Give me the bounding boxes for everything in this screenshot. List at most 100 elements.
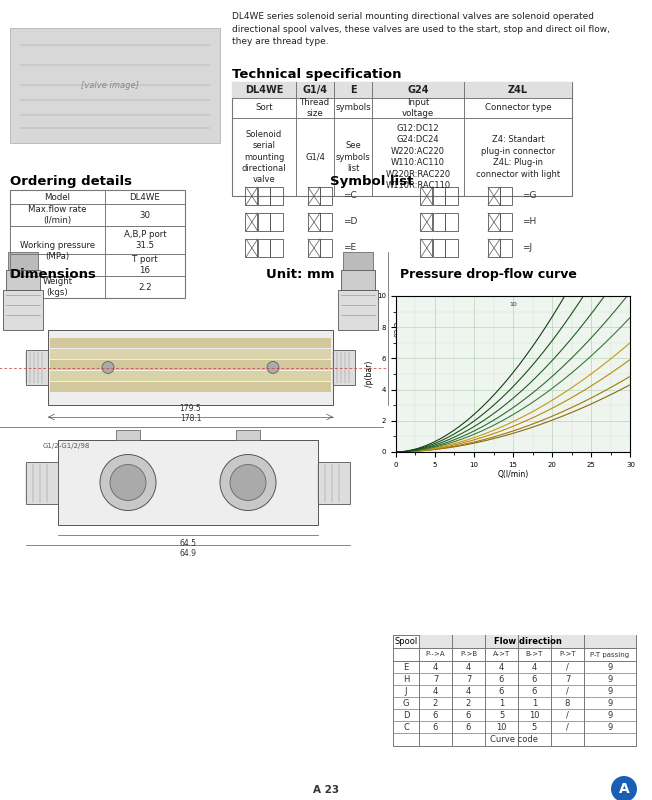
Bar <box>116 430 140 440</box>
Bar <box>308 187 319 205</box>
Text: H: H <box>403 674 409 683</box>
Bar <box>245 239 257 257</box>
Bar <box>419 635 636 648</box>
Bar <box>420 187 432 205</box>
Bar <box>10 226 105 276</box>
Text: 1: 1 <box>499 698 504 707</box>
Bar <box>500 239 512 257</box>
Text: 9: 9 <box>608 710 613 719</box>
Text: symbols: symbols <box>335 103 371 113</box>
Text: Curve code: Curve code <box>490 735 539 744</box>
Text: 2: 2 <box>466 698 471 707</box>
Text: =D: =D <box>343 218 357 226</box>
Text: Working pressure
(MPa): Working pressure (MPa) <box>20 242 95 261</box>
Text: Unit: mm: Unit: mm <box>266 268 334 281</box>
Text: 7: 7 <box>565 674 570 683</box>
Text: =J: =J <box>522 243 532 253</box>
Text: 1: 1 <box>532 698 537 707</box>
Bar <box>320 187 331 205</box>
Text: A: A <box>619 782 629 796</box>
Bar <box>58 440 318 525</box>
Text: Ordering details: Ordering details <box>10 175 132 188</box>
Text: Thread
size: Thread size <box>300 98 330 118</box>
Text: J: J <box>405 686 408 695</box>
Bar <box>271 213 282 231</box>
Bar <box>333 350 355 385</box>
Text: Sort: Sort <box>255 103 273 113</box>
Text: 4: 4 <box>466 662 471 671</box>
Text: 6: 6 <box>433 710 438 719</box>
Text: G1/4: G1/4 <box>305 153 325 162</box>
Bar <box>433 187 445 205</box>
Circle shape <box>220 454 276 510</box>
Text: Spool: Spool <box>394 637 418 646</box>
Text: G1/2-G1/2/98: G1/2-G1/2/98 <box>43 443 91 449</box>
Text: Flow direction: Flow direction <box>494 637 561 646</box>
Text: =G: =G <box>522 191 537 201</box>
Bar <box>271 187 282 205</box>
Text: G12:DC12
G24:DC24
W220:AC220
W110:AC110
W220R:RAC220
W110R:RAC110: G12:DC12 G24:DC24 W220:AC220 W110:AC110 … <box>385 124 451 190</box>
Text: G1/4: G1/4 <box>303 85 327 95</box>
Bar <box>343 252 373 270</box>
Bar <box>10 28 220 143</box>
Text: 30: 30 <box>140 210 151 219</box>
Bar <box>50 360 331 370</box>
Bar <box>26 350 48 385</box>
Text: Z4L: Z4L <box>508 85 528 95</box>
Text: D: D <box>403 710 409 719</box>
Bar <box>308 239 319 257</box>
Circle shape <box>100 454 156 510</box>
Bar <box>50 349 331 359</box>
Text: DL4WE series solenoid serial mounting directional valves are solenoid operated
d: DL4WE series solenoid serial mounting di… <box>232 12 610 46</box>
Text: 10: 10 <box>529 710 540 719</box>
Text: 10: 10 <box>496 722 507 731</box>
Bar <box>500 187 512 205</box>
Text: 2: 2 <box>433 698 438 707</box>
Bar <box>10 190 185 298</box>
Text: 64.5: 64.5 <box>179 539 196 548</box>
Text: =H: =H <box>522 218 536 226</box>
Bar <box>50 338 331 348</box>
Bar <box>258 213 270 231</box>
Text: 5: 5 <box>532 722 537 731</box>
Text: P->T: P->T <box>559 651 576 658</box>
Text: 9: 9 <box>608 674 613 683</box>
Bar <box>6 270 40 290</box>
Bar <box>488 187 499 205</box>
Text: Symbol list: Symbol list <box>330 175 413 188</box>
Bar <box>445 187 458 205</box>
Text: 9: 9 <box>608 722 613 731</box>
Text: 4: 4 <box>433 686 438 695</box>
Bar <box>320 213 331 231</box>
Text: A->T: A->T <box>493 651 510 658</box>
Text: /: / <box>566 686 569 695</box>
Text: 8: 8 <box>565 698 570 707</box>
Text: T port
16: T port 16 <box>132 255 158 275</box>
Bar <box>258 239 270 257</box>
Text: G: G <box>403 698 409 707</box>
Bar <box>3 290 43 330</box>
Bar <box>488 239 499 257</box>
Bar <box>341 270 375 290</box>
Text: G24: G24 <box>408 85 429 95</box>
Text: 6: 6 <box>433 722 438 731</box>
Bar <box>420 213 432 231</box>
Text: See
symbols
list: See symbols list <box>336 141 370 173</box>
Text: 9: 9 <box>608 686 613 695</box>
Bar <box>236 430 260 440</box>
Text: 4: 4 <box>499 662 504 671</box>
Bar <box>420 239 432 257</box>
Text: C: C <box>403 722 409 731</box>
Bar <box>48 330 333 405</box>
Bar <box>433 239 445 257</box>
Circle shape <box>230 465 266 501</box>
Text: 2.2: 2.2 <box>138 282 152 291</box>
Text: Solenoid
serial
mounting
directional
valve: Solenoid serial mounting directional val… <box>242 130 286 184</box>
Bar <box>232 82 572 98</box>
Bar <box>445 239 458 257</box>
Text: Z4: Standart
plug-in connector
Z4L: Plug-in
connector with light: Z4: Standart plug-in connector Z4L: Plug… <box>476 135 560 178</box>
Text: 9: 9 <box>608 698 613 707</box>
Bar <box>50 382 331 392</box>
Text: [valve image]: [valve image] <box>81 81 139 90</box>
Text: 5: 5 <box>499 710 504 719</box>
